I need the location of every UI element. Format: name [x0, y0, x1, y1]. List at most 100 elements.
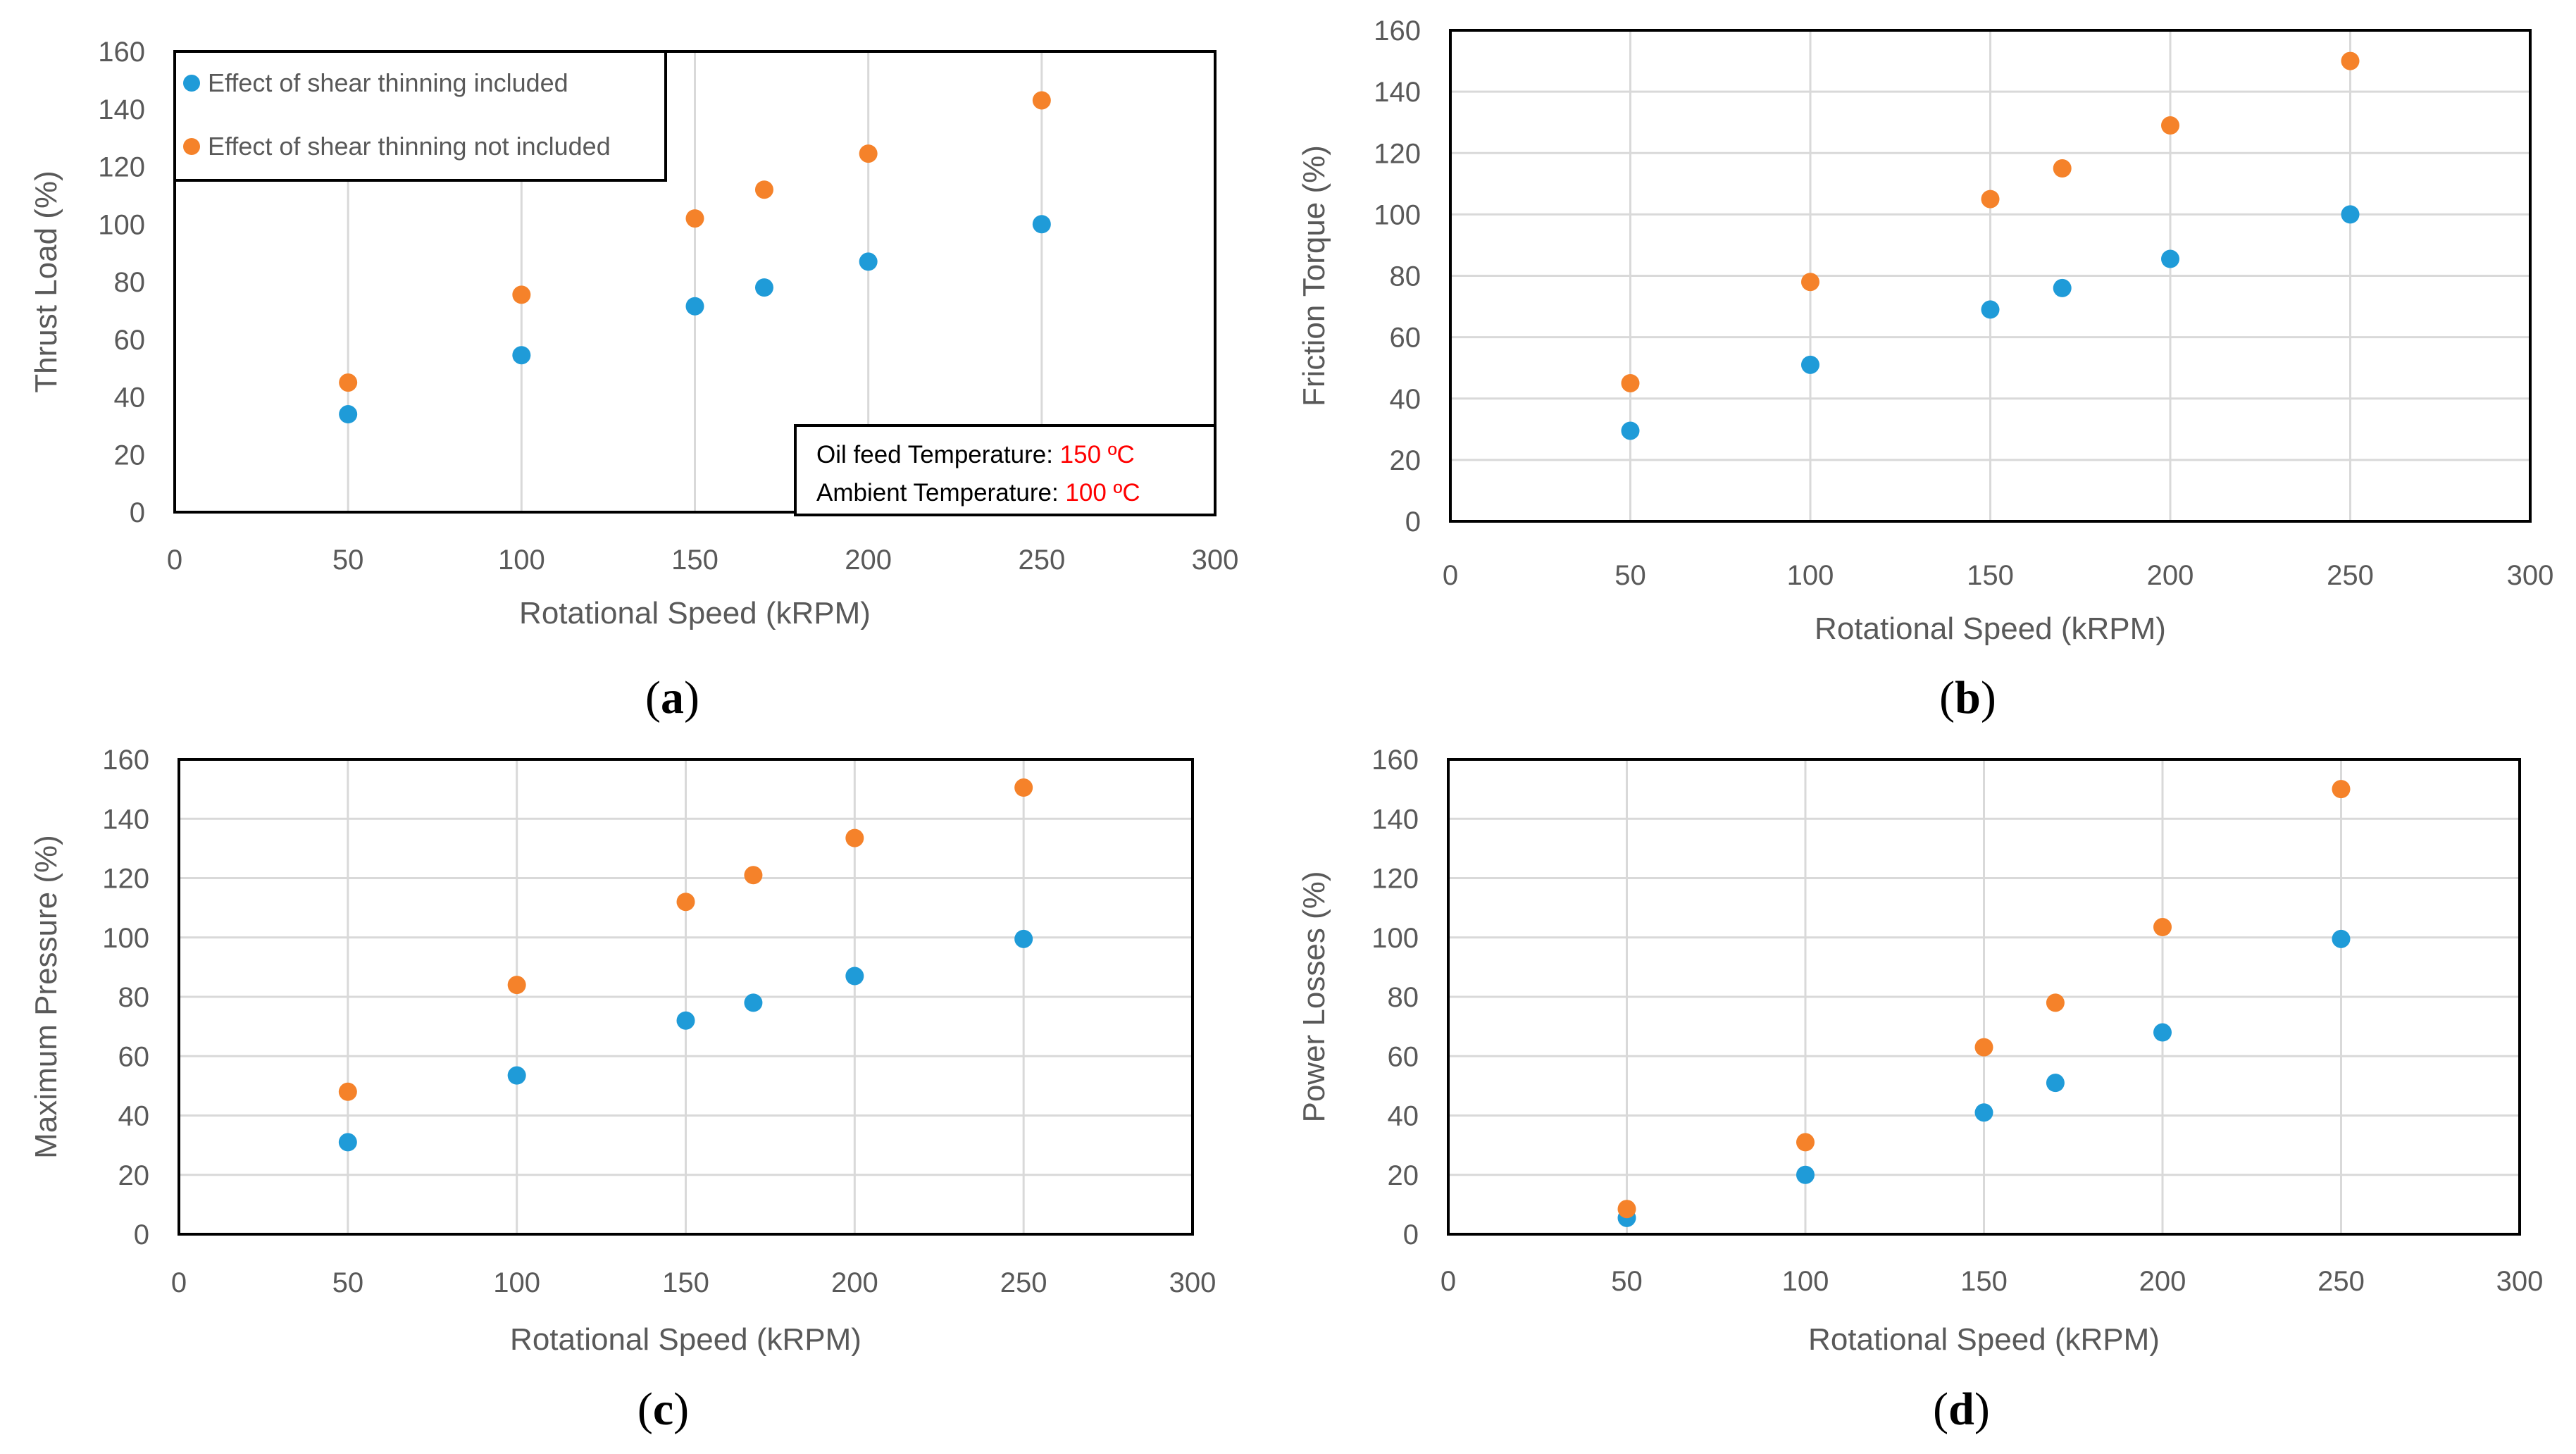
y-tick-label: 160: [102, 745, 149, 776]
x-axis-title: Rotational Speed (kRPM): [1808, 1322, 2160, 1357]
caption-open: (: [645, 672, 661, 723]
y-tick-label: 160: [1371, 745, 1419, 776]
caption-letter: c: [653, 1384, 673, 1435]
y-tick-label: 80: [114, 267, 146, 298]
data-point-included: [1796, 1165, 1815, 1184]
data-point-not-included: [512, 285, 531, 304]
y-axis-title: Friction Torque (%): [1297, 145, 1331, 406]
x-tick-label: 150: [1960, 1266, 2008, 1297]
y-tick-label: 60: [114, 325, 146, 356]
data-point-not-included: [2053, 159, 2072, 178]
data-point-not-included: [507, 976, 526, 995]
y-tick-label: 160: [1374, 15, 1421, 46]
y-tick-label: 140: [1374, 77, 1421, 108]
caption-open: (: [637, 1384, 653, 1435]
y-tick-label: 160: [98, 37, 145, 68]
panel-caption: (a): [645, 672, 699, 723]
caption-open: (: [1933, 1384, 1948, 1435]
y-tick-label: 120: [1371, 864, 1419, 895]
y-tick-label: 40: [1388, 1101, 1419, 1132]
caption-close: ): [1974, 1384, 1990, 1435]
legend-label: Effect of shear thinning included: [208, 68, 568, 97]
data-point-included: [2053, 278, 2072, 297]
data-point-not-included: [1981, 189, 2000, 209]
chart-d: 0 50 100 150 200 250 300 0 20 40 60 80 100 120 140 160 R…: [1297, 745, 2543, 1435]
data-point-included: [754, 278, 773, 297]
data-point-included: [685, 297, 704, 316]
y-tick-label: 60: [1388, 1041, 1419, 1072]
x-tick-label: 100: [1787, 560, 1834, 591]
data-point-included: [339, 405, 358, 424]
data-point-not-included: [2153, 918, 2172, 937]
data-point-not-included: [1974, 1038, 1993, 1057]
x-axis-title: Rotational Speed (kRPM): [519, 596, 871, 630]
x-tick-label: 300: [1192, 545, 1239, 576]
y-tick-label: 80: [118, 982, 150, 1013]
y-axis-title: Thrust Load (%): [29, 170, 63, 392]
x-tick-label: 100: [498, 545, 545, 576]
data-point-included: [1801, 355, 1819, 374]
caption-close: ): [673, 1384, 689, 1435]
y-tick-label: 60: [1390, 323, 1421, 354]
data-point-included: [512, 346, 531, 365]
annotation-box: [794, 424, 1217, 516]
data-point-included: [744, 993, 763, 1012]
x-tick-label: 250: [1018, 545, 1065, 576]
x-tick-label: 100: [493, 1267, 540, 1298]
y-tick-label: 100: [102, 923, 149, 954]
data-point-not-included: [338, 1082, 357, 1101]
data-point-not-included: [2341, 51, 2360, 70]
annotation-label: Ambient Temperature:: [816, 479, 1065, 507]
legend-marker: [183, 138, 200, 155]
legend-label: Effect of shear thinning not included: [208, 132, 611, 161]
x-tick-label: 250: [2317, 1266, 2365, 1297]
legend-marker: [183, 75, 200, 92]
x-tick-label: 150: [1967, 560, 2014, 591]
data-point-not-included: [1014, 778, 1033, 797]
y-tick-label: 20: [118, 1160, 150, 1191]
x-tick-label: 200: [845, 545, 892, 576]
caption-close: ): [684, 672, 699, 723]
y-tick-label: 120: [1374, 138, 1421, 169]
x-tick-label: 0: [1443, 560, 1458, 591]
data-point-included: [2332, 929, 2351, 948]
x-tick-label: 150: [671, 545, 718, 576]
y-tick-label: 60: [118, 1041, 150, 1072]
y-tick-label: 100: [1371, 923, 1419, 954]
x-tick-label: 50: [1611, 1266, 1643, 1297]
annotation-line: Oil feed Temperature: 150 ºC: [816, 441, 1135, 468]
chart-b: 0 50 100 150 200 250 300 0 20 40 60 80 100 120 140 160 R…: [1297, 15, 2553, 723]
x-axis-title: Rotational Speed (kRPM): [510, 1322, 861, 1357]
legend: Effect of shear thinning included Effect …: [173, 50, 667, 182]
data-point-included: [845, 967, 864, 986]
x-tick-label: 300: [2507, 560, 2554, 591]
plot-area-frame: [1449, 29, 2532, 523]
data-point-not-included: [1621, 373, 1640, 392]
panel-caption: (c): [637, 1384, 689, 1435]
y-tick-label: 100: [1374, 199, 1421, 230]
y-tick-label: 120: [102, 864, 149, 895]
y-tick-label: 140: [98, 94, 145, 125]
data-point-included: [1621, 421, 1640, 440]
data-point-included: [2153, 1023, 2172, 1042]
y-tick-label: 0: [130, 497, 145, 528]
y-tick-label: 80: [1388, 982, 1419, 1013]
x-tick-label: 200: [831, 1267, 878, 1298]
data-point-included: [1014, 929, 1033, 948]
y-tick-label: 0: [134, 1219, 149, 1250]
data-point-not-included: [1796, 1133, 1815, 1152]
data-point-not-included: [744, 866, 763, 885]
data-point-not-included: [339, 373, 358, 392]
data-point-not-included: [2046, 993, 2065, 1012]
data-point-included: [676, 1011, 695, 1030]
data-point-not-included: [1801, 273, 1819, 292]
x-axis-title: Rotational Speed (kRPM): [1815, 611, 2166, 646]
data-point-not-included: [2161, 116, 2179, 135]
caption-letter: a: [661, 672, 684, 723]
legend-box: [173, 50, 667, 182]
data-point-not-included: [754, 180, 773, 199]
x-tick-label: 200: [2139, 1266, 2186, 1297]
data-point-included: [2341, 205, 2360, 224]
annotation-value: 150 ºC: [1060, 441, 1135, 468]
